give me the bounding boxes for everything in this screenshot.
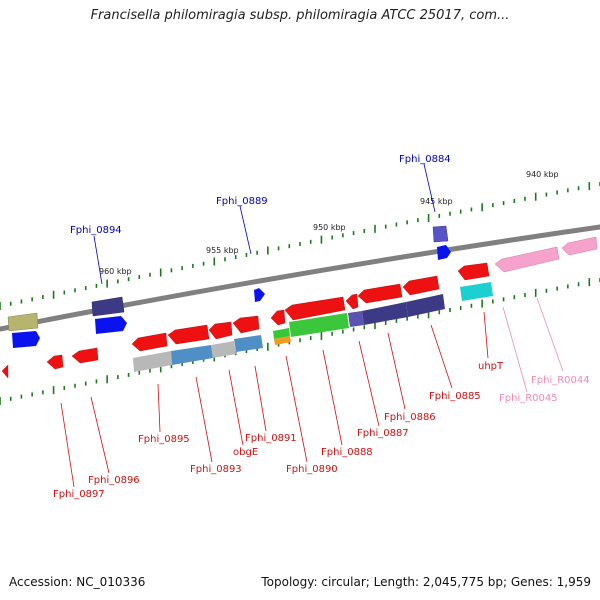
- upper-gene-labels: Fphi_0894 Fphi_0889 Fphi_0884: [70, 154, 451, 236]
- feature-bar[interactable]: [234, 335, 263, 352]
- gene-label-uhpt[interactable]: uhpT: [478, 361, 504, 372]
- gene-label-fphi-0893[interactable]: Fphi_0893: [190, 464, 242, 475]
- accession-text: Accession: NC_010336: [9, 575, 146, 589]
- gene-arrow[interactable]: [7, 312, 39, 332]
- gene-label-fphi-0889[interactable]: Fphi_0889: [216, 196, 268, 207]
- gene-label-fphi-0886[interactable]: Fphi_0886: [384, 412, 436, 423]
- gene-arrow[interactable]: [232, 315, 260, 334]
- gene-arrow[interactable]: [12, 331, 40, 348]
- lower-leader-lines: [60, 311, 489, 488]
- gene-arrow[interactable]: [437, 245, 451, 260]
- gene-arrow[interactable]: [46, 354, 64, 370]
- scale-label-960: 960 kbp: [99, 267, 132, 276]
- gene-arrow[interactable]: [131, 332, 168, 352]
- feature-bar[interactable]: [211, 341, 236, 358]
- gene-label-fphi-r0044[interactable]: Fphi_R0044: [531, 375, 590, 386]
- gene-arrow[interactable]: [432, 225, 449, 243]
- genome-summary-text: Topology: circular; Length: 2,045,775 bp…: [261, 575, 591, 589]
- feature-bar[interactable]: [460, 282, 493, 301]
- gene-arrow[interactable]: [457, 262, 490, 281]
- feature-bar[interactable]: [171, 345, 213, 365]
- gene-label-fphi-0894[interactable]: Fphi_0894: [70, 225, 122, 236]
- scale-labels: 960 kbp 955 kbp 950 kbp 945 kbp 940 kbp: [99, 170, 559, 276]
- genome-backbone: [0, 224, 600, 332]
- gene-label-fphi-0895[interactable]: Fphi_0895: [138, 434, 190, 445]
- upper-features: [7, 225, 451, 348]
- feature-bar[interactable]: [362, 302, 408, 325]
- rrna-leader-lines: [502, 297, 564, 393]
- gene-arrow[interactable]: [91, 296, 125, 317]
- feature-bar[interactable]: [133, 351, 172, 372]
- rrna-arrow[interactable]: [494, 246, 560, 273]
- rrna-arrows: [494, 236, 598, 273]
- map-title: Francisella philomiragia subsp. philomir…: [90, 8, 510, 23]
- gene-label-obge[interactable]: obgE: [233, 447, 258, 458]
- scale-label-955: 955 kbp: [206, 246, 239, 255]
- gene-label-fphi-0884[interactable]: Fphi_0884: [399, 154, 451, 165]
- gene-arrow[interactable]: [270, 309, 286, 326]
- lower-tick-track: [0, 278, 600, 405]
- scale-label-945: 945 kbp: [420, 197, 453, 206]
- upper-tick-track: [0, 182, 600, 310]
- gene-arrow[interactable]: [1, 364, 9, 379]
- gene-arrow[interactable]: [167, 324, 210, 345]
- gene-arrow[interactable]: [345, 293, 359, 310]
- gene-label-fphi-0887[interactable]: Fphi_0887: [357, 428, 409, 439]
- feature-bar[interactable]: [348, 311, 364, 327]
- gene-label-fphi-0896[interactable]: Fphi_0896: [88, 475, 140, 486]
- rrna-arrow[interactable]: [561, 236, 598, 256]
- feature-bar[interactable]: [289, 313, 349, 337]
- cds-arrows: [1, 262, 490, 379]
- lower-gene-labels: Fphi_0897 Fphi_0896 Fphi_0895 Fphi_0893 …: [53, 361, 590, 500]
- gene-label-fphi-0888[interactable]: Fphi_0888: [321, 447, 373, 458]
- gene-arrow[interactable]: [402, 275, 440, 296]
- gene-arrow[interactable]: [71, 347, 99, 364]
- gene-arrow[interactable]: [284, 296, 346, 321]
- gene-arrow[interactable]: [254, 288, 265, 302]
- gene-label-fphi-r0045[interactable]: Fphi_R0045: [499, 393, 558, 404]
- scale-label-950: 950 kbp: [313, 223, 346, 232]
- gene-label-fphi-0891[interactable]: Fphi_0891: [245, 433, 297, 444]
- scale-label-940: 940 kbp: [526, 170, 559, 179]
- gene-label-fphi-0885[interactable]: Fphi_0885: [429, 391, 481, 402]
- feature-bars: [133, 282, 493, 372]
- gene-label-fphi-0897[interactable]: Fphi_0897: [53, 489, 105, 500]
- feature-bar[interactable]: [274, 336, 291, 345]
- gene-label-fphi-0890[interactable]: Fphi_0890: [286, 464, 338, 475]
- feature-bar[interactable]: [406, 294, 445, 317]
- gene-arrow[interactable]: [95, 316, 127, 334]
- upper-leader-lines: [93, 163, 436, 285]
- gene-arrow[interactable]: [208, 321, 233, 340]
- feature-bar[interactable]: [273, 328, 290, 339]
- gene-arrow[interactable]: [357, 283, 403, 304]
